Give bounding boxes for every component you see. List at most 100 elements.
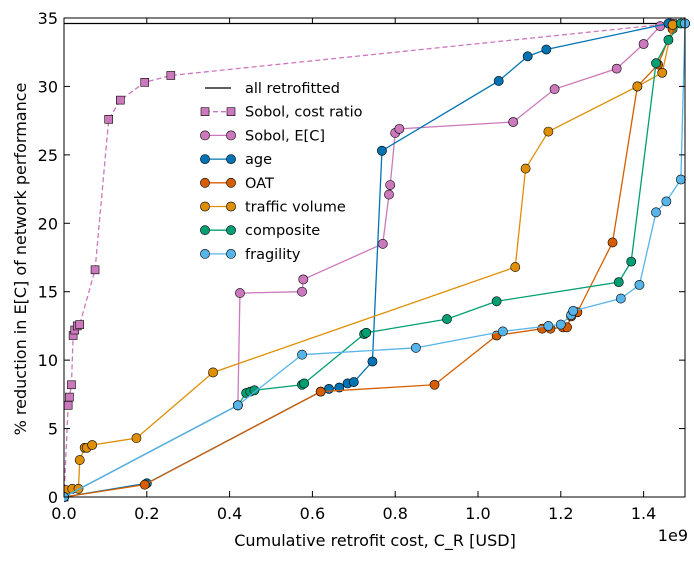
data-point-sobol-e-c-7: [385, 180, 396, 190]
legend-marker-traffic-volume: [200, 201, 210, 212]
data-point-fragility-9: [615, 293, 626, 304]
data-point-traffic-volume-8: [131, 433, 142, 444]
legend-label-all-retrofitted: all retrofitted: [245, 81, 340, 97]
data-point-fragility-2: [297, 349, 307, 360]
series-fragility: [64, 18, 690, 502]
data-point-sobol-e-c-11: [549, 84, 560, 95]
x-tick-label: 1.4: [631, 504, 656, 523]
data-point-traffic-volume-10: [510, 262, 521, 272]
data-point-traffic-volume-12: [543, 126, 554, 137]
legend-item-sobol-e-c: Sobol, E[C]: [200, 128, 325, 144]
legend-label-composite: composite: [245, 223, 320, 239]
legend-item-composite: composite: [200, 223, 320, 239]
series-line-sobol-e-c: [64, 22, 671, 498]
legend: all retrofitted Sobol, cost ratio Sobol, E…: [200, 81, 363, 263]
data-point-fragility-12: [661, 196, 672, 207]
data-point-sobol-cost-ratio-1: [64, 401, 73, 410]
series-line-fragility: [64, 23, 686, 498]
y-tick-label: 20: [38, 214, 58, 233]
data-point-fragility-6: [555, 319, 566, 330]
data-point-traffic-volume-11: [520, 163, 531, 174]
data-point-composite-14: [663, 34, 674, 45]
x-tick-label: 1.0: [465, 504, 490, 523]
x-axis-label: Cumulative retrofit cost, C_R [USD]: [234, 531, 516, 551]
data-point-fragility-13: [675, 174, 686, 185]
plot-area: [64, 18, 690, 502]
y-tick-label: 25: [38, 146, 58, 165]
axes: 0.0 0.2 0.4 0.6 0.8 1.0 1.2 1.4 0 5 10 15 20 25 30 35: [38, 9, 686, 523]
legend-marker-age: [200, 154, 210, 164]
legend-label-sobol-e-c: Sobol, E[C]: [245, 128, 325, 144]
x-offset-label: 1e9: [658, 526, 688, 545]
legend-item-all-retrofitted: all retrofitted: [205, 81, 340, 97]
legend-marker-age: [226, 154, 236, 164]
x-tick-label: 0.0: [51, 504, 76, 523]
data-point-oat-11: [607, 237, 618, 248]
series-traffic-volume: [64, 18, 690, 502]
data-point-age-8: [377, 145, 387, 156]
data-point-fragility-10: [634, 279, 645, 290]
legend-marker-sobol-e-c: [200, 130, 210, 141]
data-point-fragility-11: [651, 207, 661, 218]
data-point-age-10: [522, 51, 533, 62]
legend-marker-composite: [226, 225, 236, 236]
data-point-sobol-e-c-5: [377, 238, 388, 249]
data-point-traffic-volume-15: [667, 19, 678, 30]
data-point-composite-9: [442, 314, 452, 324]
data-point-sobol-e-c-13: [638, 39, 649, 49]
data-point-sobol-cost-ratio-3: [67, 380, 76, 390]
legend-marker-sobol-cost-ratio: [200, 107, 210, 116]
legend-marker-fragility: [226, 248, 236, 259]
data-point-traffic-volume-14: [657, 67, 668, 78]
series-oat: [64, 18, 690, 502]
data-point-sobol-cost-ratio-8: [90, 265, 100, 275]
data-point-fragility-5: [543, 321, 554, 331]
legend-marker-sobol-cost-ratio: [226, 107, 236, 116]
data-point-composite-13: [651, 58, 661, 69]
data-point-age-6: [348, 377, 359, 387]
data-point-sobol-cost-ratio-2: [65, 392, 74, 402]
x-tick-label: 0.8: [382, 504, 407, 523]
legend-marker-sobol-e-c: [226, 130, 236, 141]
data-point-sobol-e-c-10: [508, 117, 519, 127]
series-line-sobol-cost-ratio: [64, 22, 673, 498]
data-point-fragility-4: [497, 326, 508, 337]
data-point-traffic-volume-13: [632, 81, 643, 92]
series-line-composite: [64, 23, 682, 498]
data-point-composite-11: [613, 277, 624, 288]
series-composite: [64, 18, 686, 502]
legend-item-age: age: [200, 152, 272, 168]
legend-marker-composite: [200, 225, 210, 236]
legend-marker-fragility: [200, 248, 210, 259]
x-tick-label: 0.4: [217, 504, 242, 523]
legend-item-traffic-volume: traffic volume: [200, 200, 346, 216]
data-point-sobol-cost-ratio-10: [116, 95, 125, 105]
data-point-composite-4: [249, 385, 260, 396]
data-point-sobol-cost-ratio-7: [75, 320, 85, 329]
legend-item-sobol-cost-ratio: Sobol, cost ratio: [200, 105, 363, 121]
legend-label-fragility: fragility: [245, 247, 301, 263]
series-line-oat: [64, 22, 686, 498]
data-point-composite-12: [626, 256, 637, 267]
legend-label-oat: OAT: [245, 176, 274, 192]
y-axis-label: % reduction in E[C] of network performan…: [11, 83, 30, 436]
legend-item-fragility: fragility: [200, 247, 301, 263]
data-point-age-9: [493, 76, 504, 86]
legend-marker-traffic-volume: [226, 201, 236, 212]
data-point-oat-1: [139, 479, 150, 490]
data-point-composite-6: [299, 378, 310, 389]
data-point-age-11: [541, 44, 552, 55]
series-sobol-cost-ratio: [64, 19, 677, 502]
y-tick-label: 30: [38, 77, 58, 96]
series-sobol-e-c: [64, 18, 676, 502]
data-point-oat-2: [315, 386, 326, 397]
series-line-traffic-volume: [64, 22, 686, 498]
data-point-composite-10: [491, 296, 502, 307]
data-point-sobol-e-c-2: [235, 288, 245, 298]
data-point-sobol-e-c-12: [611, 63, 622, 74]
data-point-sobol-cost-ratio-12: [166, 71, 176, 80]
legend-label-age: age: [245, 152, 272, 168]
y-tick-label: 5: [48, 420, 58, 439]
data-point-traffic-volume-7: [87, 440, 98, 450]
